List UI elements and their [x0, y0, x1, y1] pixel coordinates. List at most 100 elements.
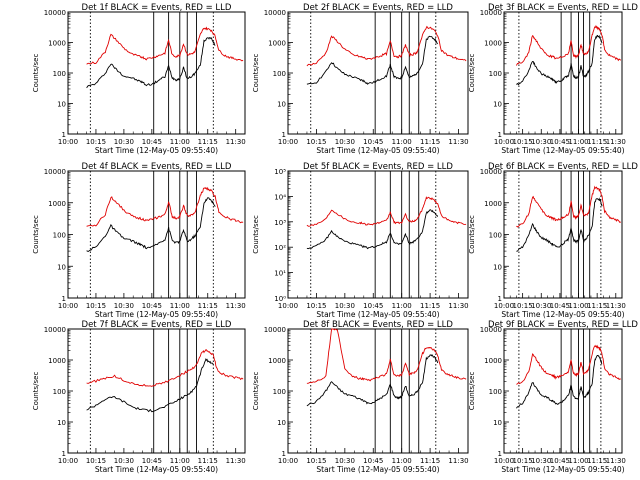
plot-frame	[287, 328, 469, 454]
x-tick-label: 10:45	[142, 138, 162, 146]
y-axis-label: Counts/sec	[32, 215, 40, 254]
panel-title: Det 7f BLACK = Events, RED = LLD	[82, 320, 232, 330]
y-tick-label: 100	[489, 232, 502, 240]
panel-3: Det 3f BLACK = Events, RED = LLD 1 10 100 10…	[468, 3, 638, 155]
series-lld-line	[306, 328, 467, 384]
series-lld-line	[516, 185, 622, 228]
panel-title: Det 3f BLACK = Events, RED = LLD	[488, 3, 638, 13]
panel-8: Det 8f BLACK = Events, RED = LLD 1 10 100 10…	[252, 320, 469, 474]
y-tick-label: 10	[493, 419, 502, 427]
y-tick-label: 100	[489, 70, 502, 78]
x-tick-label: 11:00	[170, 138, 190, 146]
x-axis-label: Start Time (12-May-05 09:55:40)	[95, 146, 218, 155]
x-tick-label: 11:30	[606, 138, 626, 146]
x-tick-label: 10:45	[550, 138, 570, 146]
x-tick-label: 10:15	[513, 457, 533, 465]
y-tick-label: 10000	[44, 9, 66, 17]
x-tick-label: 11:00	[170, 457, 190, 465]
y-tick-label: 100	[273, 70, 286, 78]
x-axis-label: Start Time (12-May-05 09:55:40)	[316, 465, 439, 474]
y-tick-label: 1	[498, 131, 502, 139]
y-tick-label: 10⁴	[274, 193, 286, 201]
series-events-line	[306, 35, 439, 85]
plot-frame	[67, 328, 246, 454]
y-axis-label: Counts/sec	[468, 215, 476, 254]
panel-4: Det 4f BLACK = Events, RED = LLD 1 10 100 10…	[32, 162, 246, 319]
x-axis-label: Start Time (12-May-05 09:55:40)	[95, 310, 218, 319]
x-tick-label: 11:30	[606, 302, 626, 310]
x-tick-label: 10:15	[86, 138, 106, 146]
y-tick-label: 10000	[264, 9, 286, 17]
x-tick-label: 10:30	[531, 138, 551, 146]
x-axis-label: Start Time (12-May-05 09:55:40)	[501, 310, 624, 319]
series-events-line	[86, 37, 216, 89]
y-tick-label: 100	[53, 232, 66, 240]
x-tick-label: 11:15	[587, 457, 607, 465]
panel-1: Det 1f BLACK = Events, RED = LLD 1 10 100 10…	[32, 3, 246, 155]
y-tick-label: 10	[57, 263, 66, 271]
x-tick-label: 11:15	[198, 302, 218, 310]
panel-5: Det 5f BLACK = Events, RED = LLD 10⁰ 10¹ 10…	[252, 162, 469, 319]
series-lld-line	[306, 25, 467, 67]
x-tick-label: 11:30	[606, 457, 626, 465]
x-tick-label: 10:45	[142, 457, 162, 465]
y-tick-label: 1	[282, 131, 286, 139]
series-lld-line	[516, 24, 622, 66]
plot-frame	[503, 11, 623, 135]
y-axis-label: Counts/sec	[468, 54, 476, 93]
panel-title: Det 9f BLACK = Events, RED = LLD	[488, 320, 638, 330]
x-tick-label: 10:15	[86, 302, 106, 310]
series-events-line	[86, 197, 216, 253]
x-tick-label: 10:45	[142, 302, 162, 310]
x-tick-label: 10:00	[494, 302, 514, 310]
x-tick-label: 11:30	[448, 457, 468, 465]
y-tick-label: 10⁰	[274, 295, 286, 303]
x-tick-label: 11:15	[420, 302, 440, 310]
x-tick-label: 10:15	[306, 138, 326, 146]
y-tick-label: 1000	[484, 40, 502, 48]
series-lld-line	[86, 26, 244, 65]
y-tick-label: 10000	[480, 9, 502, 17]
x-tick-label: 11:30	[226, 138, 246, 146]
x-tick-label: 10:00	[58, 302, 78, 310]
x-tick-label: 10:45	[363, 302, 383, 310]
x-tick-label: 11:15	[198, 457, 218, 465]
x-tick-label: 11:30	[226, 302, 246, 310]
y-tick-label: 1000	[484, 200, 502, 208]
y-tick-label: 10000	[480, 168, 502, 176]
panel-7: Det 7f BLACK = Events, RED = LLD 1 10 100 10…	[32, 320, 246, 474]
series-events-line	[306, 209, 439, 250]
x-tick-label: 10:30	[114, 302, 134, 310]
x-tick-label: 11:00	[568, 457, 588, 465]
y-tick-label: 10	[493, 101, 502, 109]
y-tick-label: 1	[498, 450, 502, 458]
y-tick-label: 10	[277, 101, 286, 109]
y-tick-label: 1000	[48, 40, 66, 48]
x-tick-label: 10:45	[550, 457, 570, 465]
y-tick-label: 1000	[48, 357, 66, 365]
x-tick-label: 11:15	[420, 138, 440, 146]
y-axis-label: Counts/sec	[252, 54, 260, 93]
plot-frame	[287, 170, 469, 299]
x-tick-label: 11:30	[448, 138, 468, 146]
x-tick-label: 10:30	[114, 138, 134, 146]
panel-9: Det 9f BLACK = Events, RED = LLD 1 10 100 10…	[468, 320, 638, 474]
y-tick-label: 100	[489, 388, 502, 396]
x-tick-label: 11:30	[448, 302, 468, 310]
y-tick-label: 1	[62, 295, 66, 303]
panel-title: Det 4f BLACK = Events, RED = LLD	[82, 162, 232, 172]
x-tick-label: 11:00	[170, 302, 190, 310]
y-axis-label: Counts/sec	[32, 372, 40, 411]
series-lld-line	[306, 196, 467, 227]
x-tick-label: 10:15	[513, 138, 533, 146]
y-tick-label: 1	[498, 295, 502, 303]
x-tick-label: 10:00	[494, 138, 514, 146]
series-events-line	[516, 354, 603, 409]
x-axis-label: Start Time (12-May-05 09:55:40)	[95, 465, 218, 474]
y-tick-label: 10000	[480, 326, 502, 334]
x-tick-label: 11:15	[587, 302, 607, 310]
series-lld-line	[86, 349, 244, 387]
y-tick-label: 10000	[44, 326, 66, 334]
x-tick-label: 11:00	[568, 302, 588, 310]
